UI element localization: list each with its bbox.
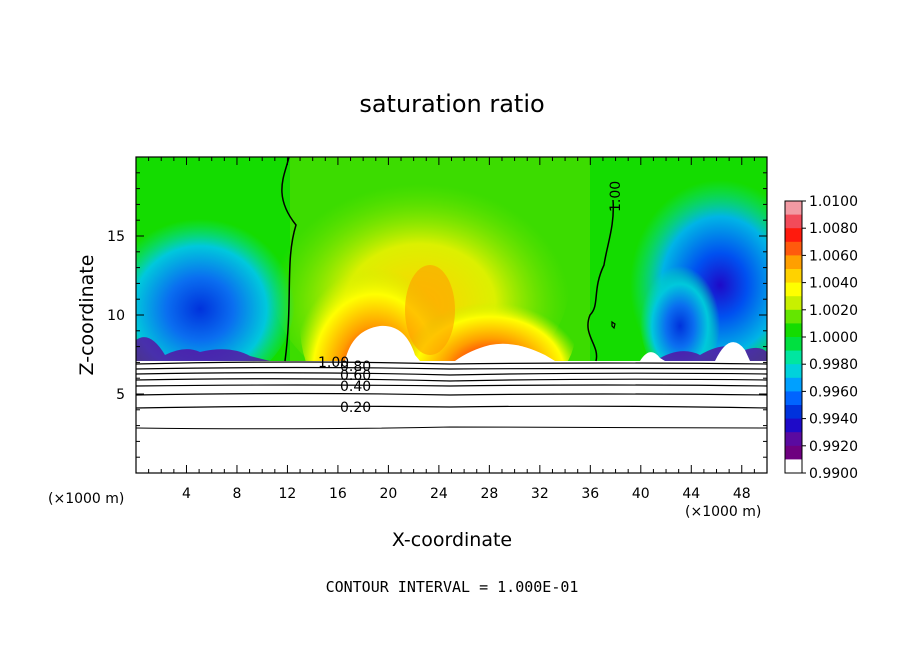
chart-title: saturation ratio [359,90,544,118]
colorbar-label: 1.0020 [809,303,858,319]
contour-field [136,157,767,473]
x-tick-label: 28 [480,486,498,502]
contour-label-080: 0.80 [340,359,371,375]
colorbar-label: 1.0100 [809,194,858,210]
colorbar-label: 0.9980 [809,357,858,373]
colorbar-label: 1.0000 [809,330,858,346]
contour-label-020: 0.20 [340,400,371,416]
contour-label-040: 0.40 [340,379,371,395]
colorbar-swatch [785,350,802,365]
colorbar-swatch [785,337,802,352]
colorbar-swatch [785,296,802,311]
colorbar [785,201,802,474]
x-tick-label: 24 [430,486,448,502]
colorbar-label: 1.0080 [809,221,858,237]
x-unit-right: (×1000 m) [685,504,761,520]
colorbar-swatch [785,255,802,270]
x-unit-left: (×1000 m) [48,491,124,507]
x-tick-label: 8 [232,486,241,502]
x-tick-label: 32 [531,486,549,502]
colorbar-swatch [785,391,802,406]
colorbar-label: 0.9940 [809,412,858,428]
x-axis-label: X-coordinate [392,529,512,551]
colorbar-swatch [785,241,802,256]
colorbar-label: 0.9960 [809,384,858,400]
x-tick-label: 36 [581,486,599,502]
contour-label-right: 1.00 [608,181,624,212]
x-tick-label: 12 [279,486,297,502]
x-tick-label: 20 [379,486,397,502]
x-tick-label: 40 [632,486,650,502]
colorbar-label: 1.0040 [809,276,858,292]
colorbar-swatch [785,364,802,379]
colorbar-swatch [785,432,802,447]
contour-label-bottom: 1.00 [318,355,349,371]
x-tick-label: 4 [182,486,191,502]
colorbar-label: 0.9900 [809,466,858,482]
contour-label-060: 0.60 [340,368,371,384]
colorbar-swatch [785,269,802,284]
colorbar-swatch [785,201,802,216]
y-tick-label: 5 [116,387,125,403]
colorbar-labels: 1.0100 1.0080 1.0060 1.0040 1.0020 1.0000 0.99… [802,194,858,482]
colorbar-swatch [785,459,802,474]
colorbar-swatch [785,418,802,433]
colorbar-swatch [785,228,802,243]
colorbar-swatch [785,323,802,338]
colorbar-swatch [785,405,802,420]
y-tick-label: 10 [107,308,125,324]
y-tick-label: 15 [107,229,125,245]
x-ticks: 4 8 12 16 20 24 28 32 36 40 44 48 [148,157,755,502]
colorbar-label: 0.9920 [809,439,858,455]
y-ticks: 5 10 15 [107,172,767,458]
colorbar-swatch [785,282,802,297]
x-tick-label: 44 [682,486,700,502]
x-tick-label: 48 [733,486,751,502]
contour-interval-note: CONTOUR INTERVAL = 1.000E-01 [326,578,579,596]
colorbar-label: 1.0060 [809,248,858,264]
colorbar-swatch [785,309,802,324]
colorbar-swatch [785,214,802,229]
colorbar-swatch [785,445,802,460]
colorbar-swatch [785,377,802,392]
x-tick-label: 16 [329,486,347,502]
y-axis-label: Z-coordinate [76,255,98,376]
